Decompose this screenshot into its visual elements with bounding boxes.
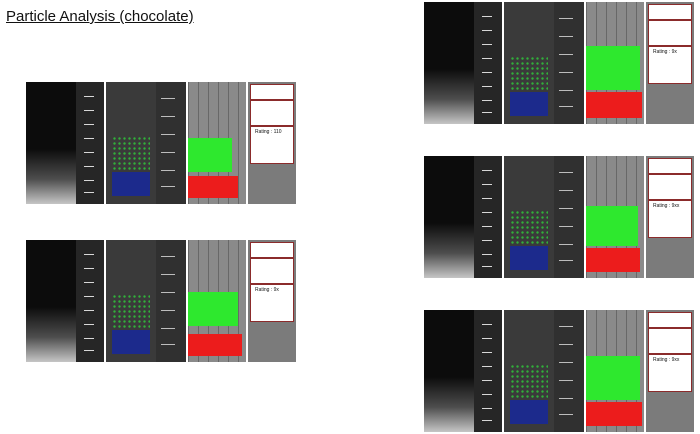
- page-title: Particle Analysis (chocolate): [6, 8, 194, 25]
- analysis-panel-1: Rating : 110: [26, 82, 296, 204]
- scale-strip: [474, 2, 502, 124]
- particle-image-view: [26, 82, 76, 204]
- rating-label: Rating : 9xx: [653, 203, 680, 209]
- distribution-histogram: [188, 240, 246, 362]
- distribution-histogram: [586, 310, 644, 432]
- analysis-panel-4: Rating : 9xx: [424, 156, 694, 278]
- rating-label: Rating : 9x: [255, 287, 279, 293]
- results-sidebar: Rating : 9xx: [646, 156, 694, 278]
- measurement-scale: [554, 2, 584, 124]
- rating-label: Rating : 9x: [653, 49, 677, 55]
- distribution-histogram: [188, 82, 246, 204]
- results-sidebar: Rating : 9x: [248, 240, 296, 362]
- analysis-panel-3: Rating : 9x: [424, 2, 694, 124]
- scale-strip: [76, 82, 104, 204]
- particle-scatter-view: [106, 82, 156, 204]
- particle-scatter-view: [106, 240, 156, 362]
- distribution-histogram: [586, 156, 644, 278]
- scale-strip: [76, 240, 104, 362]
- particle-image-view: [26, 240, 76, 362]
- distribution-histogram: [586, 2, 644, 124]
- measurement-scale: [554, 156, 584, 278]
- analysis-panel-2: Rating : 9x: [26, 240, 296, 362]
- particle-scatter-view: [504, 156, 554, 278]
- measurement-scale: [156, 82, 186, 204]
- rating-label: Rating : 9xx: [653, 357, 680, 363]
- measurement-scale: [156, 240, 186, 362]
- particle-scatter-view: [504, 310, 554, 432]
- analysis-panel-5: Rating : 9xx: [424, 310, 694, 432]
- results-sidebar: Rating : 110: [248, 82, 296, 204]
- particle-image-view: [424, 2, 474, 124]
- measurement-scale: [554, 310, 584, 432]
- particle-image-view: [424, 156, 474, 278]
- scale-strip: [474, 310, 502, 432]
- results-sidebar: Rating : 9x: [646, 2, 694, 124]
- particle-scatter-view: [504, 2, 554, 124]
- particle-image-view: [424, 310, 474, 432]
- rating-label: Rating : 110: [255, 129, 282, 135]
- scale-strip: [474, 156, 502, 278]
- results-sidebar: Rating : 9xx: [646, 310, 694, 432]
